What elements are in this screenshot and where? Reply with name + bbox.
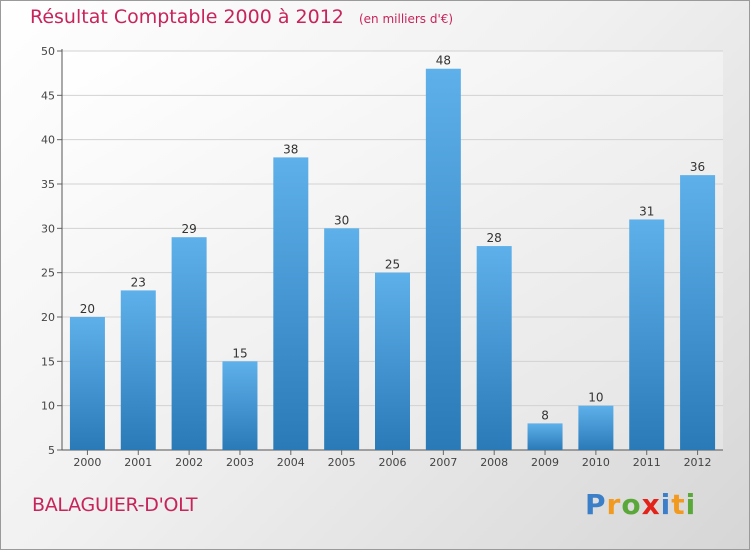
value-label: 8	[541, 408, 549, 422]
chart-title: Résultat Comptable 2000 à 2012	[30, 6, 344, 28]
bar-2011	[629, 219, 665, 450]
bar-2007	[425, 68, 461, 450]
value-label: 29	[181, 222, 196, 236]
bar-2005	[324, 228, 360, 450]
x-tick-label: 2009	[531, 456, 559, 469]
value-label: 30	[334, 213, 349, 227]
y-tick-label: 35	[41, 178, 55, 191]
y-tick-label: 45	[41, 89, 55, 102]
bar-2008	[476, 246, 512, 450]
x-tick-label: 2012	[684, 456, 712, 469]
chart-title-row: Résultat Comptable 2000 à 2012 (en milli…	[30, 6, 453, 28]
y-tick-label: 10	[41, 400, 55, 413]
label-layer: 2000 20 2001 23 2002 29 2003 15 2004 38 2005 30 2006…	[73, 54, 711, 469]
x-tick-label: 2002	[175, 456, 203, 469]
chart-subtitle: (en milliers d'€)	[358, 12, 454, 26]
logo-letter: P	[585, 488, 607, 521]
value-label: 38	[283, 142, 298, 156]
y-tick-label: 5	[48, 444, 55, 457]
proxiti-logo[interactable]: Proxiti	[585, 488, 696, 521]
value-label: 15	[232, 346, 247, 360]
bar-2000	[69, 317, 105, 450]
x-tick-label: 2001	[124, 456, 152, 469]
logo-letter: t	[671, 488, 686, 521]
value-label: 23	[131, 275, 146, 289]
bar-2009	[527, 423, 563, 450]
logo-letter: r	[606, 488, 622, 521]
value-label: 28	[487, 231, 502, 245]
logo-letter: o	[621, 488, 642, 521]
value-label: 10	[588, 391, 603, 405]
x-tick-label: 2000	[73, 456, 101, 469]
logo-letter: x	[641, 488, 661, 521]
bar-2001	[120, 290, 156, 450]
commune-name: BALAGUIER-D'OLT	[32, 494, 198, 516]
logo-letter: i	[685, 488, 697, 521]
logo-letter: i	[660, 488, 672, 521]
value-label: 48	[436, 54, 451, 68]
bar-2002	[171, 237, 207, 450]
x-tick-label: 2005	[328, 456, 356, 469]
value-label: 25	[385, 258, 400, 272]
x-tick-label: 2008	[480, 456, 508, 469]
x-tick-label: 2003	[226, 456, 254, 469]
y-tick-label: 50	[41, 45, 55, 58]
x-tick-label: 2011	[633, 456, 661, 469]
x-tick-label: 2004	[277, 456, 305, 469]
value-label: 20	[80, 302, 95, 316]
x-tick-label: 2010	[582, 456, 610, 469]
bar-layer	[69, 68, 716, 450]
bar-2003	[222, 361, 258, 450]
bar-2006	[375, 272, 410, 450]
value-label: 36	[690, 160, 705, 174]
y-tick-label: 40	[41, 134, 55, 147]
x-tick-label: 2007	[429, 456, 457, 469]
y-tick-label: 25	[41, 267, 55, 280]
y-tick-label: 20	[41, 311, 55, 324]
y-tick-label: 30	[41, 222, 55, 235]
bar-2010	[578, 405, 614, 450]
value-label: 31	[639, 204, 654, 218]
bar-2004	[273, 157, 309, 450]
x-tick-label: 2006	[379, 456, 407, 469]
y-tick-label: 15	[41, 355, 55, 368]
bar-2012	[680, 175, 716, 450]
